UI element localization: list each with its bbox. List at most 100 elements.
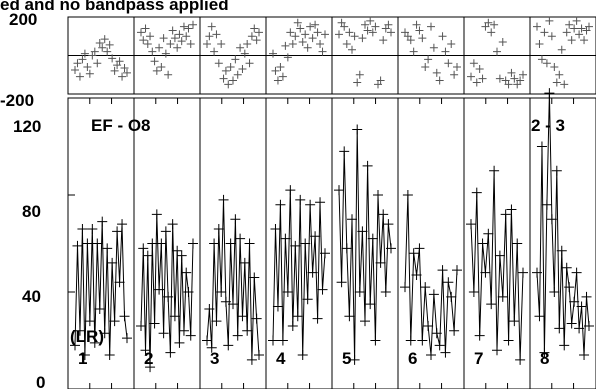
amp-point-marker (518, 267, 528, 278)
phase-point-marker (542, 59, 551, 68)
phase-point-marker (308, 34, 317, 43)
phase-point-marker (110, 66, 119, 75)
phase-point-marker (435, 76, 444, 85)
phase-point-marker (278, 72, 287, 81)
amp-point-marker (188, 238, 198, 249)
phase-point-marker (143, 39, 152, 48)
amp-point-marker (556, 245, 567, 256)
amp-point-marker (452, 265, 462, 276)
amp-point-marker (480, 267, 491, 278)
amp-point-marker (497, 291, 508, 302)
amplitude-layer: 1 2 3 4 5 6 7 8 (68, 88, 594, 389)
amp-point-marker (228, 299, 238, 310)
phase-point-marker (250, 24, 259, 33)
phase-point-marker (533, 22, 541, 31)
phase-point-marker (252, 36, 261, 45)
phase-point-marker (146, 32, 155, 41)
phase-panel: 200 -200 (0, 10, 596, 110)
amp-point-marker (500, 209, 511, 220)
phase-point-marker (207, 22, 216, 31)
amp-point-marker (378, 209, 389, 220)
amp-point-marker (74, 325, 85, 336)
phase-point-marker (545, 16, 554, 25)
panel-number-label: 7 (474, 349, 483, 368)
amp-ytick-0: 0 (36, 373, 45, 389)
phase-point-marker (348, 45, 356, 54)
amp-point-marker (107, 257, 118, 268)
amp-point-marker (156, 238, 167, 249)
amp-point-marker (474, 330, 485, 341)
phase-point-marker (137, 28, 145, 37)
phase-point-marker (177, 37, 186, 46)
amp-point-marker (122, 333, 132, 344)
amp-point-marker (82, 238, 93, 249)
amp-point-marker (352, 124, 363, 135)
amp-point-marker (70, 340, 80, 351)
amp-point-marker (489, 165, 500, 176)
phase-point-marker (296, 24, 305, 33)
phase-point-marker (472, 78, 481, 87)
phase-point-marker (469, 59, 478, 68)
amp-point-marker (405, 335, 416, 346)
amp-point-marker (541, 199, 552, 210)
phase-point-marker (453, 63, 461, 72)
phase-point-marker (186, 39, 195, 48)
phase-point-marker (575, 30, 584, 39)
phase-point-marker (412, 20, 421, 29)
baseline-label: EF - O8 (91, 116, 151, 135)
phase-point-marker (231, 55, 240, 64)
amp-point-marker (564, 282, 575, 293)
amp-point-marker (292, 311, 303, 322)
amp-point-marker (437, 265, 448, 276)
phase-point-marker (150, 57, 159, 66)
phase-point-marker (475, 64, 484, 73)
phase-point-marker (108, 54, 117, 63)
amp-point-marker (315, 197, 326, 208)
phase-point-marker (567, 36, 576, 45)
amp-point-marker (254, 350, 264, 361)
amp-point-marker (402, 190, 413, 200)
phase-point-marker (540, 28, 549, 37)
amp-point-marker (515, 354, 526, 365)
amp-point-marker (536, 141, 547, 152)
amp-point-marker (503, 335, 514, 346)
phase-point-marker (361, 20, 369, 29)
amp-point-marker (77, 223, 88, 234)
phase-point-marker (355, 70, 364, 79)
amp-point-marker (320, 248, 330, 259)
amp-point-marker (285, 185, 296, 196)
amp-point-marker (305, 199, 316, 210)
amp-ytick-120: 120 (13, 117, 41, 136)
amp-point-marker (571, 267, 582, 278)
phase-point-marker (504, 80, 513, 89)
amp-series-line (140, 214, 194, 368)
amp-point-marker (202, 335, 212, 346)
phase-point-marker (233, 70, 242, 79)
phase-point-marker (358, 34, 367, 43)
phase-point-marker (217, 39, 226, 48)
phase-point-marker (205, 32, 214, 41)
phase-point-marker (179, 22, 188, 31)
amp-series-line (272, 190, 326, 356)
phase-point-marker (120, 64, 129, 73)
amp-point-marker (213, 223, 224, 234)
amp-point-marker (272, 301, 283, 312)
amp-point-marker (440, 347, 451, 358)
phase-point-marker (93, 59, 102, 68)
phase-point-marker (366, 16, 375, 25)
amp-point-marker (471, 187, 482, 198)
phase-point-marker (550, 63, 559, 72)
amp-point-marker (244, 238, 255, 249)
phase-point-marker (350, 32, 359, 41)
amp-point-marker (566, 318, 577, 329)
phase-point-marker (335, 30, 343, 39)
amp-point-marker (420, 282, 431, 293)
phase-point-marker (184, 24, 193, 33)
amp-point-marker (211, 316, 222, 327)
amp-point-marker (360, 316, 370, 327)
phase-point-marker (80, 49, 89, 58)
phase-point-marker (363, 26, 372, 35)
amp-point-marker (297, 350, 308, 361)
amp-point-marker (117, 219, 128, 230)
amp-point-marker (280, 233, 291, 244)
